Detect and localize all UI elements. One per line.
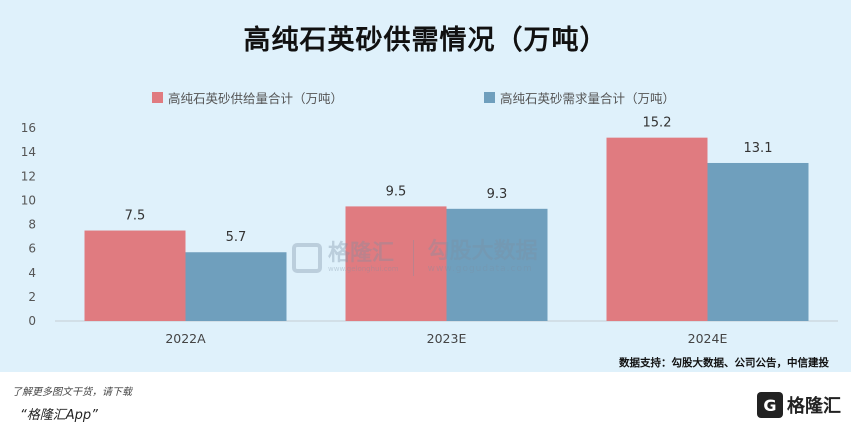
bar-supply — [606, 137, 708, 321]
footer-logo-letter: G — [763, 395, 777, 415]
data-label: 15.2 — [643, 116, 672, 131]
legend-swatch-supply — [152, 91, 163, 103]
legend-item-demand: 高纯石英砂需求量合计（万吨） — [484, 89, 676, 106]
data-label: 5.7 — [226, 230, 247, 245]
bar-chart: 0 2 4 6 8 10 12 14 16 7.5 5.7 2022A 9.5 9.3 2023E 15.2 1… — [21, 116, 838, 346]
footer-logo-icon: G — [757, 392, 783, 418]
data-label: 7.5 — [125, 209, 146, 224]
footer-logo-text: 格隆汇 — [787, 396, 841, 417]
bar-demand — [707, 162, 809, 321]
y-tick-label: 16 — [21, 121, 36, 135]
y-tick-label: 2 — [28, 290, 36, 304]
footer-logo: G 格隆汇 — [757, 392, 841, 418]
bar-demand — [446, 208, 548, 321]
bar-supply — [345, 206, 447, 321]
x-tick-label: 2024E — [688, 331, 728, 346]
source-note: 数据支持：勾股大数据、公司公告，中信建投 — [619, 357, 829, 369]
y-tick-label: 4 — [28, 266, 36, 280]
data-label: 9.3 — [487, 187, 508, 202]
legend-label-demand: 高纯石英砂需求量合计（万吨） — [500, 90, 676, 106]
chart-card: 高纯石英砂供需情况（万吨） 高纯石英砂供给量合计（万吨） 高纯石英砂需求量合计（… — [0, 0, 851, 372]
y-tick-label: 6 — [28, 242, 36, 256]
legend-label-supply: 高纯石英砂供给量合计（万吨） — [168, 90, 344, 106]
legend-swatch-demand — [484, 91, 495, 103]
footer-promo-text: 了解更多图文干货，请下载 — [12, 387, 132, 398]
bar-demand — [185, 252, 287, 321]
x-tick-label: 2023E — [427, 331, 467, 346]
y-tick-label: 12 — [21, 169, 36, 183]
y-tick-label: 14 — [21, 145, 36, 159]
x-tick-label: 2022A — [165, 331, 206, 346]
chart-title: 高纯石英砂供需情况（万吨） — [243, 25, 608, 56]
data-label: 9.5 — [386, 184, 407, 199]
y-tick-label: 0 — [28, 314, 36, 328]
legend-item-supply: 高纯石英砂供给量合计（万吨） — [152, 89, 344, 106]
data-label: 13.1 — [744, 141, 773, 156]
y-tick-label: 8 — [28, 218, 36, 232]
footer-app-name: “格隆汇App” — [20, 408, 98, 423]
bar-supply — [84, 230, 186, 321]
y-tick-label: 10 — [21, 193, 36, 207]
